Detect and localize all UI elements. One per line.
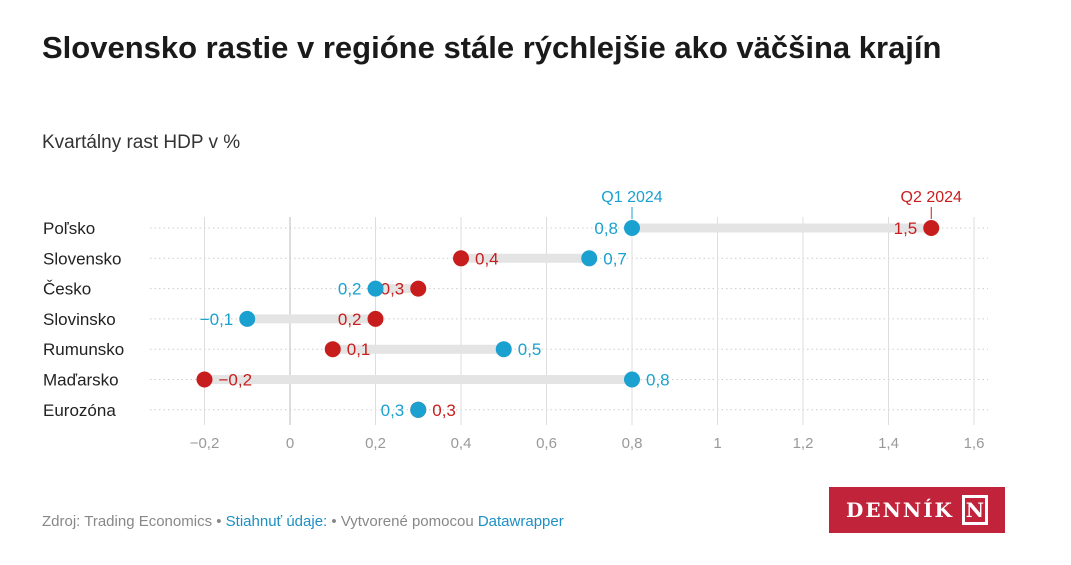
series-label: Q2 2024 [901,189,962,206]
data-label: 0,8 [646,371,670,390]
x-tick-label: 0 [286,435,294,452]
datawrapper-link[interactable]: Datawrapper [477,513,564,530]
data-point [453,250,469,267]
separator: • [212,513,226,530]
logo-text: DENNÍK [846,498,954,522]
footer: Zdroj: Trading Economics • Stiahnuť údaj… [42,513,564,530]
chart-subtitle: Kvartálny rast HDP v % [42,132,241,153]
x-tick-label: 1 [713,435,721,452]
data-label: 0,2 [338,310,362,329]
source-text: Zdroj: Trading Economics [42,513,213,530]
chart-title: Slovensko rastie v regióne stále rýchlej… [42,30,942,65]
x-tick-label: 1,4 [878,435,899,452]
category-label: Česko [43,280,91,299]
data-label: 0,1 [347,340,371,359]
category-label: Rumunsko [43,340,124,359]
data-point [495,341,512,358]
data-point [624,220,640,236]
data-label: −0,1 [200,310,234,329]
x-tick-label: 1,2 [793,435,814,452]
dennik-n-logo[interactable]: DENNÍK N [829,487,1005,533]
logo-n-mark: N [961,495,988,525]
data-point [581,250,598,267]
category-label: Slovensko [43,249,121,268]
data-label: 0,3 [432,401,456,420]
category-label: Maďarsko [43,371,119,390]
category-label: Poľsko [43,219,95,238]
data-label: 0,3 [381,280,405,299]
x-tick-label: 1,6 [964,435,985,452]
x-tick-label: 0,8 [622,435,643,452]
data-label: 0,2 [338,280,362,299]
data-label: −0,2 [219,371,253,390]
data-point [239,310,256,327]
data-point [367,280,384,297]
category-label: Slovinsko [43,310,116,329]
x-tick-label: 0,6 [536,435,557,452]
data-point [624,371,640,388]
data-point [324,341,341,358]
series-label: Q1 2024 [601,189,662,206]
data-point [196,371,213,388]
x-tick-label: 0,2 [365,435,386,452]
data-label: 0,3 [381,401,405,420]
data-point [410,280,427,297]
category-label: Eurozóna [43,401,116,420]
data-label: 0,5 [518,340,542,359]
x-tick-label: 0,4 [451,435,472,452]
data-point [367,310,384,327]
created-with-text: Vytvorené pomocou [340,513,478,530]
data-point [410,401,427,418]
separator: • [327,513,341,530]
data-label: 0,7 [603,249,627,268]
x-tick-label: −0,2 [190,435,220,452]
data-label: 0,8 [594,219,618,238]
download-data-link[interactable]: Stiahnuť údaje: [225,513,328,530]
data-label: 1,5 [894,219,918,238]
data-point [923,220,940,236]
data-label: 0,4 [475,249,499,268]
